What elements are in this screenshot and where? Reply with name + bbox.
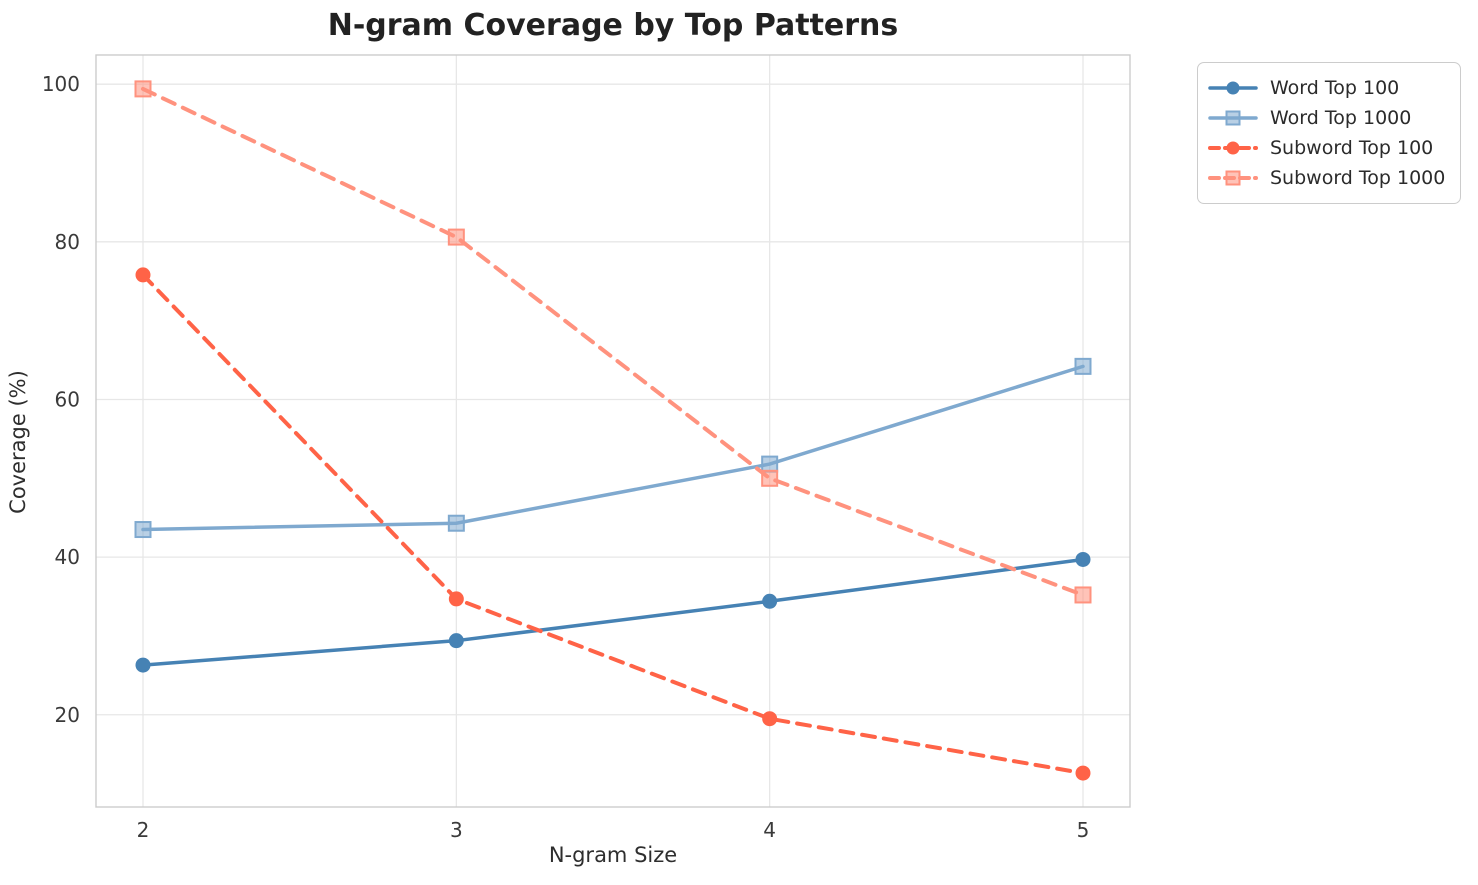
y-tick-label: 60 [55, 387, 80, 411]
plot-border [95, 54, 1131, 808]
series-word-top-1000 [134, 357, 1092, 539]
legend-item-word-top-1000: Word Top 1000 [1208, 103, 1448, 133]
legend-swatch-circle-icon [1208, 81, 1258, 95]
data-point-marker [762, 711, 778, 727]
series-line [141, 86, 1085, 597]
y-tick-label: 40 [55, 545, 80, 569]
legend: Word Top 100 Word Top 1000 Subword Top 100… [1197, 62, 1461, 204]
y-tick-label: 20 [55, 703, 80, 727]
x-tick-label: 2 [137, 818, 150, 842]
data-point-marker [134, 80, 152, 98]
x-axis-label: N-gram Size [548, 843, 678, 867]
data-point-marker [762, 593, 778, 609]
series-subword-top-1000 [134, 80, 1092, 604]
legend-swatch-square-icon [1208, 110, 1258, 126]
legend-label: Word Top 1000 [1270, 107, 1412, 129]
x-tick-label: 4 [763, 818, 776, 842]
legend-item-word-top-100: Word Top 100 [1208, 73, 1448, 103]
data-point-marker [1074, 586, 1092, 604]
chart-title: N-gram Coverage by Top Patterns [327, 8, 899, 43]
data-point-marker [448, 591, 464, 607]
legend-item-subword-top-100: Subword Top 100 [1208, 133, 1448, 163]
data-point-marker [1075, 551, 1091, 567]
series-word-top-100 [135, 551, 1091, 673]
data-point-marker [761, 469, 779, 487]
data-point-marker [1074, 357, 1092, 375]
data-point-marker [761, 455, 779, 473]
series-line [141, 272, 1085, 776]
series-subword-top-100 [135, 267, 1091, 781]
x-tick-label: 5 [1077, 818, 1090, 842]
data-point-marker [447, 228, 465, 246]
y-axis-label: Coverage (%) [6, 370, 30, 514]
series-line [141, 557, 1085, 667]
data-point-marker [448, 633, 464, 649]
legend-label: Subword Top 1000 [1270, 167, 1446, 189]
tick-labels: 20 40 60 80 100 2 3 4 5 [42, 72, 1090, 842]
legend-swatch-circle-icon [1208, 141, 1258, 155]
legend-swatch-square-icon [1208, 170, 1258, 186]
y-tick-label: 80 [55, 230, 80, 254]
data-point-marker [134, 521, 152, 539]
x-tick-label: 3 [450, 818, 463, 842]
legend-item-subword-top-1000: Subword Top 1000 [1208, 163, 1448, 193]
gridlines [96, 55, 1130, 807]
data-point-marker [1075, 765, 1091, 781]
legend-label: Word Top 100 [1270, 77, 1400, 99]
data-point-marker [135, 657, 151, 673]
data-point-marker [135, 267, 151, 283]
y-tick-label: 100 [42, 72, 80, 96]
data-point-marker [447, 514, 465, 532]
legend-label: Subword Top 100 [1270, 137, 1434, 159]
series-line [141, 364, 1085, 532]
